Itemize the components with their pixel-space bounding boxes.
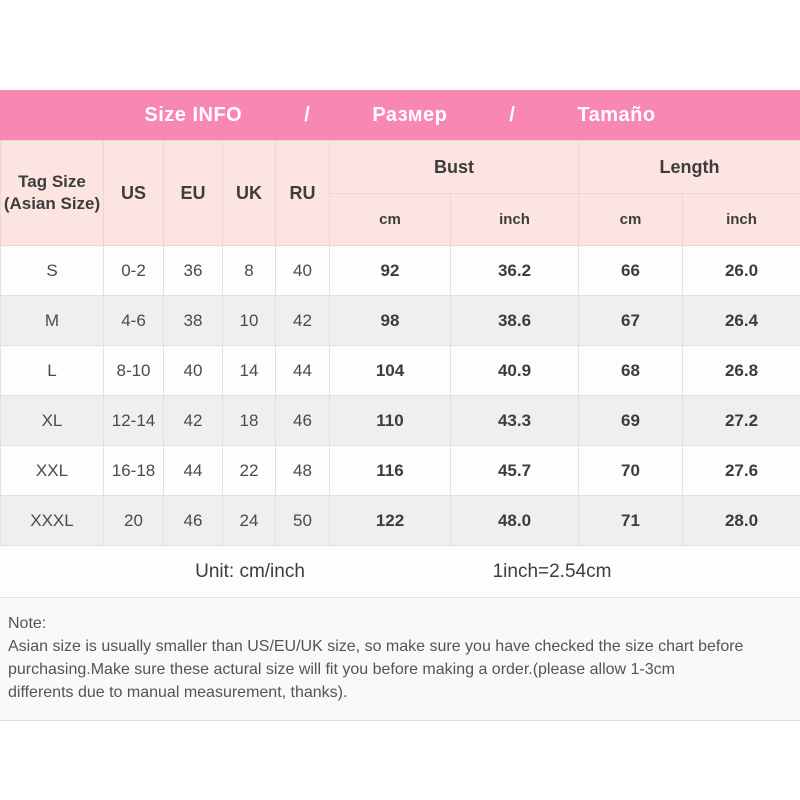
banner-title-spanish: Tamaño — [577, 103, 656, 126]
table-cell: 70 — [578, 445, 683, 496]
table-cell: 27.6 — [682, 445, 800, 496]
table-row: L 8-10 40 14 44 104 40.9 68 26.8 — [0, 345, 800, 396]
table-cell: 22 — [222, 445, 276, 496]
table-cell: 48.0 — [450, 495, 579, 546]
table-cell: 40 — [163, 345, 223, 396]
table-row: XL 12-14 42 18 46 110 43.3 69 27.2 — [0, 395, 800, 446]
table-cell: 18 — [222, 395, 276, 446]
table-cell: 40 — [275, 245, 330, 296]
table-cell: 27.2 — [682, 395, 800, 446]
header-length: Length — [578, 140, 800, 194]
table-cell: 0-2 — [103, 245, 164, 296]
table-cell: 43.3 — [450, 395, 579, 446]
size-label-cell: L — [0, 345, 104, 396]
header-tag-size: Tag Size (Asian Size) — [0, 140, 104, 246]
size-label-cell: M — [0, 295, 104, 346]
table-cell: 45.7 — [450, 445, 579, 496]
table-cell: 42 — [275, 295, 330, 346]
header-length-cm: cm — [578, 193, 683, 246]
banner-title-english: Size INFO — [144, 103, 243, 126]
table-cell: 26.0 — [682, 245, 800, 296]
size-label-cell: XXL — [0, 445, 104, 496]
table-cell: 10 — [222, 295, 276, 346]
table-cell: 110 — [329, 395, 451, 446]
header-eu: EU — [163, 140, 223, 246]
table-cell: 71 — [578, 495, 683, 546]
header-bust-inch: inch — [450, 193, 579, 246]
banner-separator: / — [304, 103, 311, 126]
table-cell: 50 — [275, 495, 330, 546]
table-cell: 26.4 — [682, 295, 800, 346]
table-cell: 98 — [329, 295, 451, 346]
table-cell: 8 — [222, 245, 276, 296]
table-cell: 8-10 — [103, 345, 164, 396]
note-text-line: differents due to manual measurement, th… — [8, 684, 348, 701]
table-cell: 48 — [275, 445, 330, 496]
note-heading: Note: — [8, 615, 47, 632]
table-row: XXXL 20 46 24 50 122 48.0 71 28.0 — [0, 495, 800, 546]
table-cell: 69 — [578, 395, 683, 446]
header-tag-size-line1: Tag Size — [18, 172, 86, 191]
table-cell: 28.0 — [682, 495, 800, 546]
note-section: Note: Asian size is usually smaller than… — [0, 598, 800, 721]
size-chart-table: Tag Size (Asian Size) US EU UK RU Bust L… — [0, 140, 800, 546]
header-uk: UK — [222, 140, 276, 246]
table-row: M 4-6 38 10 42 98 38.6 67 26.4 — [0, 295, 800, 346]
table-row: S 0-2 36 8 40 92 36.2 66 26.0 — [0, 245, 800, 296]
table-cell: 116 — [329, 445, 451, 496]
unit-footer-row: Unit: cm/inch 1inch=2.54cm — [0, 546, 800, 598]
table-cell: 36.2 — [450, 245, 579, 296]
size-label-cell: XL — [0, 395, 104, 446]
size-label-cell: XXXL — [0, 495, 104, 546]
table-cell: 46 — [163, 495, 223, 546]
header-bust: Bust — [329, 140, 579, 194]
header-row-units: cm inch cm inch — [1, 193, 800, 246]
header-bust-cm: cm — [329, 193, 451, 246]
table-cell: 66 — [578, 245, 683, 296]
table-cell: 40.9 — [450, 345, 579, 396]
table-cell: 12-14 — [103, 395, 164, 446]
table-cell: 26.8 — [682, 345, 800, 396]
banner-title-russian: Размер — [372, 103, 448, 126]
table-cell: 44 — [163, 445, 223, 496]
table-cell: 20 — [103, 495, 164, 546]
table-cell: 38 — [163, 295, 223, 346]
banner-separator: / — [509, 103, 516, 126]
size-info-banner: Size INFO / Размер / Tamaño — [0, 90, 800, 140]
table-cell: 104 — [329, 345, 451, 396]
inch-conversion-label: 1inch=2.54cm — [492, 560, 612, 582]
size-table-body: S 0-2 36 8 40 92 36.2 66 26.0 M 4-6 38 10 42 98 38.6 67 2… — [0, 245, 800, 546]
table-cell: 4-6 — [103, 295, 164, 346]
table-cell: 122 — [329, 495, 451, 546]
table-cell: 38.6 — [450, 295, 579, 346]
table-cell: 92 — [329, 245, 451, 296]
table-cell: 42 — [163, 395, 223, 446]
header-ru: RU — [275, 140, 330, 246]
table-cell: 46 — [275, 395, 330, 446]
header-us: US — [103, 140, 164, 246]
note-text-line: Asian size is usually smaller than US/EU… — [8, 638, 744, 655]
header-tag-size-line2: (Asian Size) — [3, 194, 101, 213]
table-cell: 44 — [275, 345, 330, 396]
top-whitespace — [0, 0, 800, 90]
table-cell: 14 — [222, 345, 276, 396]
table-cell: 36 — [163, 245, 223, 296]
table-cell: 67 — [578, 295, 683, 346]
header-row-groups: Tag Size (Asian Size) US EU UK RU Bust L… — [0, 140, 800, 246]
table-cell: 16-18 — [103, 445, 164, 496]
table-cell: 24 — [222, 495, 276, 546]
table-row: XXL 16-18 44 22 48 116 45.7 70 27.6 — [0, 445, 800, 496]
header-length-inch: inch — [682, 193, 800, 246]
table-cell: 68 — [578, 345, 683, 396]
note-text-line: purchasing.Make sure these actural size … — [8, 661, 675, 678]
size-label-cell: S — [0, 245, 104, 296]
unit-label: Unit: cm/inch — [195, 560, 305, 582]
